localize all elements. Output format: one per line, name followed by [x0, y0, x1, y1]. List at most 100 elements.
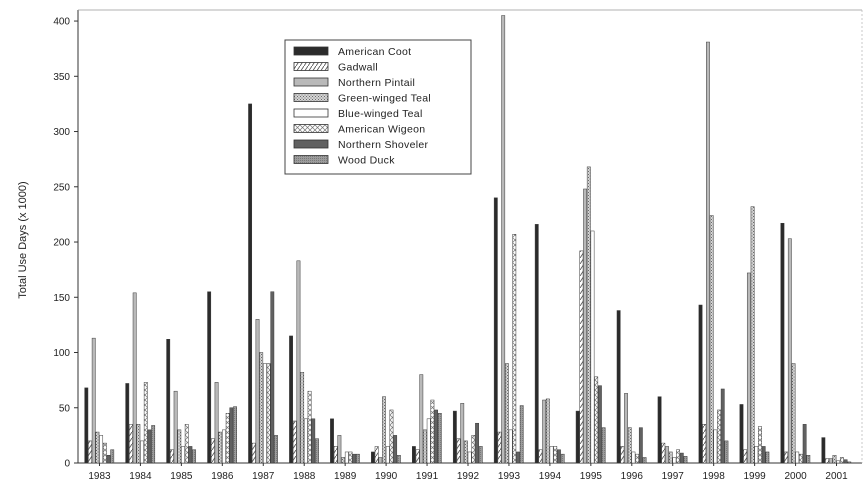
bar [627, 427, 632, 464]
bar [140, 440, 144, 464]
bar [382, 396, 386, 464]
x-tick-label: 1992 [457, 471, 480, 482]
bar [475, 422, 479, 464]
bar [706, 41, 710, 464]
bar [516, 451, 520, 464]
bar [396, 455, 401, 464]
bar [467, 451, 472, 464]
bar [177, 429, 182, 464]
bar [452, 410, 457, 464]
bar [151, 425, 156, 464]
bar [787, 238, 792, 464]
bar [143, 382, 148, 464]
legend-label: Blue-winged Teal [338, 108, 423, 120]
bar [95, 431, 100, 464]
bar [679, 452, 684, 464]
bar [99, 435, 104, 464]
bar [426, 418, 431, 464]
bar [683, 456, 688, 464]
bar [214, 382, 219, 464]
bar [709, 215, 714, 464]
bar [423, 429, 427, 464]
legend-label: American Wigeon [338, 124, 425, 136]
bar [233, 406, 237, 464]
legend-swatch [293, 77, 329, 87]
bar [385, 446, 390, 464]
bar [717, 409, 721, 464]
bar [296, 260, 301, 464]
bar [270, 291, 275, 464]
bar [713, 429, 718, 464]
bar [661, 442, 666, 464]
bar [188, 446, 193, 464]
legend-label: Green-winged Teal [338, 93, 431, 105]
legend-swatch [293, 93, 329, 102]
bar [419, 374, 424, 464]
bar [389, 409, 394, 464]
bar [597, 385, 602, 464]
x-tick-label: 1986 [211, 471, 234, 482]
bar [743, 449, 748, 464]
x-tick-label: 1999 [744, 471, 767, 482]
y-tick-label: 200 [53, 238, 70, 249]
x-tick-label: 1983 [88, 471, 111, 482]
bar [802, 424, 807, 464]
bar [583, 188, 587, 464]
legend-label: American Coot [338, 46, 411, 58]
bar [791, 363, 796, 464]
bar [170, 449, 174, 464]
y-axis-title: Total Use Days (x 1000) [17, 181, 29, 298]
bar [225, 413, 230, 464]
bar [508, 429, 513, 464]
bar [173, 390, 178, 464]
bar [311, 418, 316, 464]
legend-swatch [293, 108, 329, 118]
x-tick-label: 1987 [252, 471, 275, 482]
bar [106, 455, 111, 464]
bar [102, 442, 107, 464]
bar [761, 446, 766, 464]
bar [657, 396, 662, 464]
bar [110, 449, 115, 464]
bar [836, 460, 841, 464]
bar [698, 304, 703, 464]
bar [616, 310, 621, 464]
bar [501, 15, 506, 464]
bar [720, 388, 725, 464]
bar [132, 292, 137, 464]
bar [393, 435, 398, 464]
bar [456, 438, 461, 464]
bar [843, 459, 848, 464]
bar [166, 339, 171, 464]
bar [542, 399, 547, 464]
bar [624, 393, 628, 464]
y-tick-label: 400 [53, 17, 70, 28]
x-tick-label: 1993 [498, 471, 521, 482]
y-tick-label: 50 [59, 403, 71, 414]
bar [218, 431, 223, 464]
bar [668, 451, 673, 464]
bar [129, 424, 133, 464]
bar [91, 337, 96, 464]
bar [378, 457, 383, 464]
bar [464, 440, 468, 464]
bar [724, 440, 729, 464]
bar [750, 206, 755, 464]
bar [575, 410, 580, 464]
bar [434, 409, 439, 464]
bar [307, 390, 312, 464]
x-ticks: 1983 1984 1985 1986 1987 1988 1989 1990 1991 1992… [88, 463, 848, 482]
bar [672, 457, 677, 464]
bar [665, 446, 669, 464]
bar [210, 438, 215, 464]
bar [746, 272, 751, 464]
bar [795, 451, 800, 464]
bar [430, 399, 435, 464]
bar [825, 458, 829, 464]
bar [754, 446, 759, 464]
bar [497, 431, 502, 464]
bar [478, 446, 483, 464]
bar [642, 457, 647, 464]
bar [374, 446, 379, 464]
bar [192, 449, 197, 464]
